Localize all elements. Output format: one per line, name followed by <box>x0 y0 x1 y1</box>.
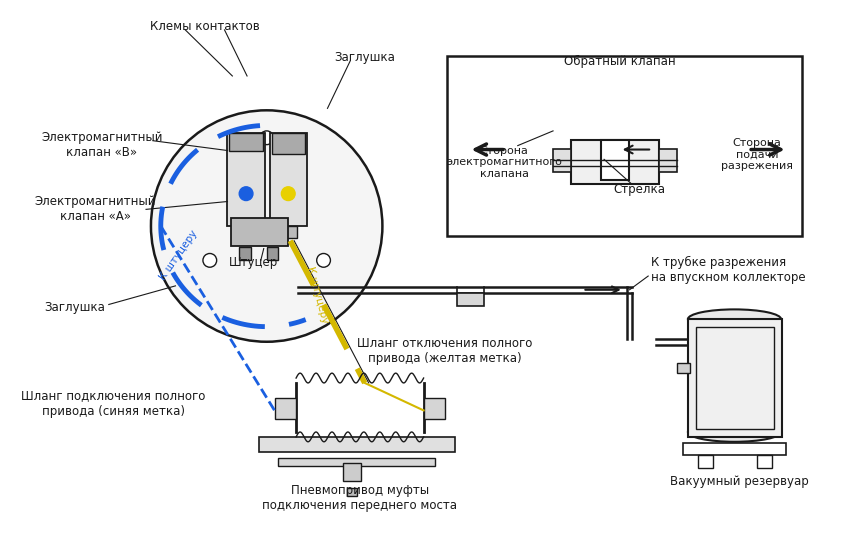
Bar <box>347 488 357 496</box>
Text: Сторона
подачи
разрежения: Сторона подачи разрежения <box>721 138 793 171</box>
Text: Вакуумный резервуар: Вакуумный резервуар <box>670 475 809 487</box>
Bar <box>269 133 306 226</box>
Circle shape <box>281 187 295 201</box>
Bar <box>227 133 264 226</box>
Text: Электромагнитный
клапан «А»: Электромагнитный клапан «А» <box>35 196 156 223</box>
Bar <box>279 458 435 466</box>
Text: Сторона
электромагнитного
клапана: Сторона электромагнитного клапана <box>446 146 562 179</box>
Bar <box>601 140 629 180</box>
Circle shape <box>151 110 382 342</box>
Bar <box>229 133 263 150</box>
Bar <box>457 293 484 306</box>
Bar <box>689 319 781 437</box>
Circle shape <box>203 253 216 267</box>
Ellipse shape <box>688 422 781 442</box>
Bar <box>553 149 571 172</box>
Circle shape <box>260 131 274 145</box>
Bar <box>232 218 288 246</box>
Bar <box>344 463 361 481</box>
Bar <box>757 455 772 468</box>
Text: Электромагнитный
клапан «В»: Электромагнитный клапан «В» <box>41 131 163 159</box>
Bar <box>571 140 659 184</box>
Text: К штуцеру: К штуцеру <box>306 265 330 324</box>
Bar <box>677 363 690 373</box>
Bar <box>659 149 677 172</box>
Bar <box>684 443 786 455</box>
Bar <box>258 437 455 452</box>
Text: Пневмопривод муфты
подключения переднего моста: Пневмопривод муфты подключения переднего… <box>263 483 457 512</box>
Bar <box>447 56 802 236</box>
Bar <box>424 398 445 419</box>
Circle shape <box>239 187 253 201</box>
Text: Стрелка: Стрелка <box>613 183 665 196</box>
Bar <box>696 327 774 429</box>
Text: Заглушка: Заглушка <box>44 301 105 314</box>
Text: Штуцер: Штуцер <box>229 256 279 269</box>
Text: Шланг отключения полного
привода (желтая метка): Шланг отключения полного привода (желтая… <box>358 336 533 365</box>
Text: К штуцеру: К штуцеру <box>157 229 200 282</box>
Bar <box>272 133 305 154</box>
Text: К трубке разрежения
на впускном коллекторе: К трубке разрежения на впускном коллекто… <box>651 256 806 284</box>
Bar <box>274 398 296 419</box>
Bar <box>239 247 251 260</box>
Bar <box>237 226 255 238</box>
Bar <box>267 247 279 260</box>
Text: Обратный клапан: Обратный клапан <box>564 55 675 68</box>
Text: Заглушка: Заглушка <box>334 51 395 64</box>
Text: Клемы контактов: Клемы контактов <box>150 21 260 33</box>
Bar <box>698 455 713 468</box>
Text: Шланг подключения полного
привода (синяя метка): Шланг подключения полного привода (синяя… <box>22 389 206 418</box>
Ellipse shape <box>688 309 781 329</box>
Bar <box>280 226 297 238</box>
Circle shape <box>317 253 330 267</box>
